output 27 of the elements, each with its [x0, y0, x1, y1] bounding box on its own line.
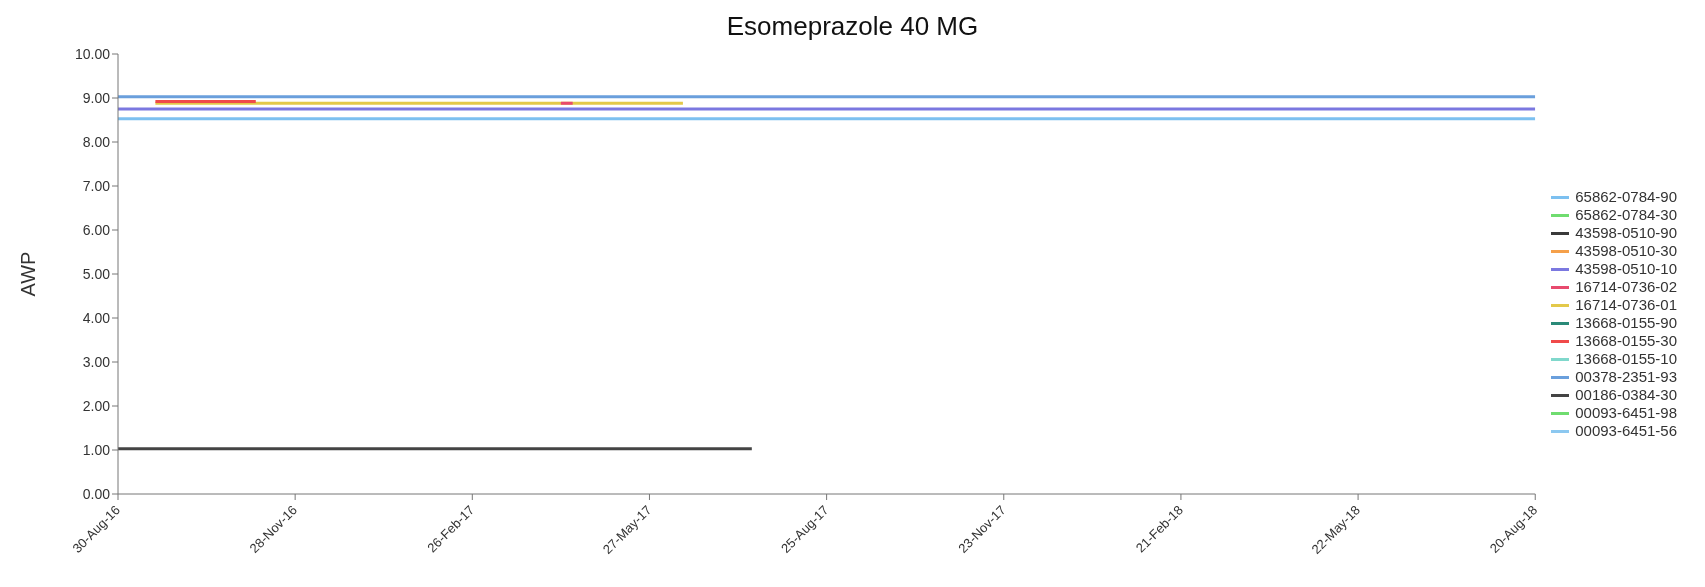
legend-label: 00093-6451-56 [1575, 422, 1677, 440]
chart-title: Esomeprazole 40 MG [725, 10, 980, 43]
legend-label: 65862-0784-90 [1575, 188, 1677, 206]
y-tick-label: 2.00 [82, 397, 111, 414]
y-tick-label: 6.00 [82, 221, 111, 238]
legend-label: 65862-0784-30 [1575, 206, 1677, 224]
y-tick-label: 5.00 [82, 265, 111, 282]
legend-label: 43598-0510-30 [1575, 242, 1677, 260]
y-tick-label: 9.00 [82, 89, 111, 106]
y-tick-label: 3.00 [82, 353, 111, 370]
y-tick-label: 4.00 [82, 309, 111, 326]
legend-label: 13668-0155-30 [1575, 332, 1677, 350]
legend-label: 00093-6451-98 [1575, 404, 1677, 422]
y-axis-title: AWP [17, 251, 40, 297]
legend-label: 16714-0736-02 [1575, 278, 1677, 296]
legend-label: 43598-0510-10 [1575, 260, 1677, 278]
legend-label: 00186-0384-30 [1575, 386, 1677, 404]
y-tick-label: 1.00 [82, 441, 111, 458]
legend-label: 00378-2351-93 [1575, 368, 1677, 386]
y-tick-label: 10.00 [74, 45, 111, 62]
y-tick-label: 7.00 [82, 177, 111, 194]
y-tick-label: 0.00 [82, 485, 111, 502]
legend-label: 13668-0155-10 [1575, 350, 1677, 368]
legend-label: 16714-0736-01 [1575, 296, 1677, 314]
legend-label: 43598-0510-90 [1575, 224, 1677, 242]
legend-label: 13668-0155-90 [1575, 314, 1677, 332]
y-tick-label: 8.00 [82, 133, 111, 150]
